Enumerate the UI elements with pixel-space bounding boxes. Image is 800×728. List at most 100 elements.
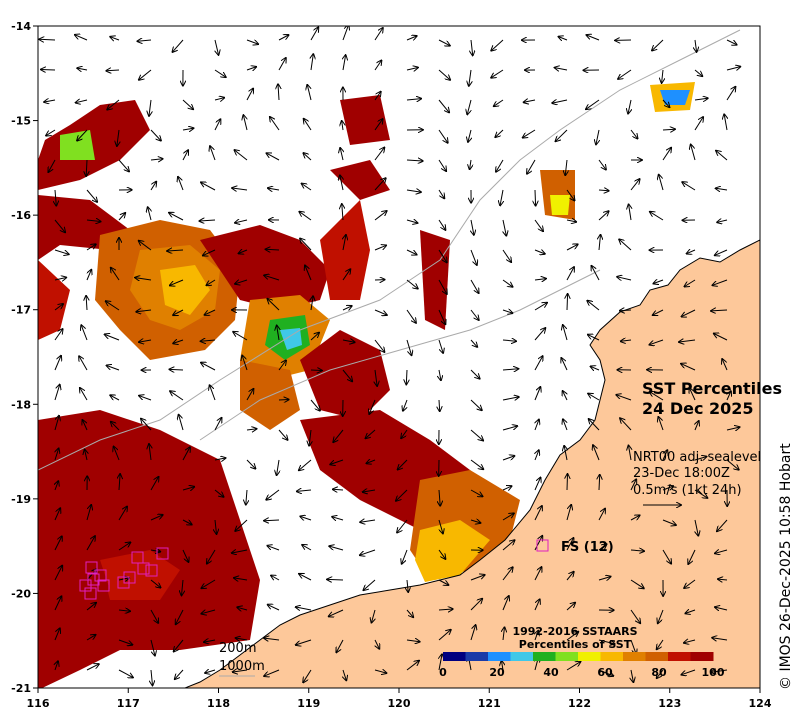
y-tick-label: -14 bbox=[11, 20, 31, 33]
current-arrow bbox=[150, 129, 161, 141]
current-arrow bbox=[534, 250, 545, 254]
current-arrow bbox=[438, 549, 445, 559]
current-arrow bbox=[679, 340, 696, 342]
current-arrow bbox=[718, 579, 728, 580]
current-arrow bbox=[688, 549, 696, 564]
current-arrow bbox=[438, 39, 450, 46]
current-arrow bbox=[182, 150, 188, 161]
current-arrow bbox=[86, 296, 87, 311]
current-arrow bbox=[54, 278, 66, 281]
current-arrow bbox=[502, 426, 517, 431]
colorbar-title-1: 1992-2016 SSTAARS bbox=[512, 625, 637, 638]
current-arrow bbox=[374, 211, 387, 221]
current-arrow bbox=[406, 160, 423, 161]
current-arrow bbox=[86, 664, 99, 671]
contour-200m bbox=[199, 269, 601, 441]
current-arrow bbox=[77, 68, 88, 70]
colorbar-segment bbox=[645, 652, 669, 661]
station-square bbox=[85, 561, 98, 574]
current-arrow bbox=[596, 129, 599, 144]
current-arrow bbox=[470, 369, 480, 379]
current-arrow bbox=[662, 69, 663, 83]
current-arrow bbox=[299, 212, 312, 221]
current-arrow bbox=[205, 670, 216, 673]
y-tick-label: -19 bbox=[11, 493, 31, 506]
current-arrow bbox=[83, 420, 88, 431]
current-arrow bbox=[439, 399, 440, 411]
current-arrow bbox=[268, 605, 280, 611]
current-arrow bbox=[340, 175, 343, 191]
current-arrow bbox=[86, 505, 91, 521]
current-arrow bbox=[299, 459, 312, 470]
current-arrow bbox=[471, 39, 473, 55]
current-arrow bbox=[118, 213, 125, 221]
current-arrow bbox=[717, 519, 728, 531]
current-arrow bbox=[54, 596, 61, 611]
current-arrow bbox=[534, 219, 543, 231]
current-arrow bbox=[662, 486, 673, 490]
current-arrow bbox=[268, 299, 280, 311]
current-arrow bbox=[563, 391, 567, 401]
current-arrow bbox=[214, 98, 224, 100]
current-arrow bbox=[657, 639, 664, 649]
land-mass bbox=[183, 239, 760, 688]
current-arrow bbox=[48, 159, 56, 172]
current-arrow bbox=[271, 576, 280, 581]
current-arrow bbox=[170, 369, 184, 370]
current-arrow bbox=[470, 520, 480, 523]
current-arrow bbox=[694, 117, 703, 131]
current-arrow bbox=[54, 356, 61, 371]
current-vectors bbox=[39, 26, 740, 685]
current-arrow bbox=[205, 309, 216, 315]
current-arrow bbox=[556, 129, 568, 141]
current-arrow bbox=[620, 418, 632, 431]
current-arrow bbox=[342, 369, 352, 381]
current-arrow bbox=[657, 669, 664, 678]
current-arrow bbox=[150, 639, 155, 656]
current-arrow bbox=[374, 92, 381, 101]
current-arrow bbox=[630, 479, 636, 491]
current-arrow bbox=[311, 54, 313, 71]
current-arrow bbox=[470, 429, 483, 441]
current-arrow bbox=[494, 99, 504, 106]
current-arrow bbox=[182, 99, 193, 109]
current-arrow bbox=[307, 85, 312, 101]
current-arrow bbox=[534, 478, 541, 491]
current-arrow bbox=[438, 159, 446, 171]
current-arrow bbox=[278, 361, 286, 371]
current-arrow bbox=[267, 546, 280, 551]
current-arrow bbox=[561, 358, 568, 371]
current-arrow bbox=[204, 640, 216, 642]
current-arrow bbox=[54, 385, 60, 401]
current-arrow bbox=[54, 219, 65, 232]
current-arrow bbox=[690, 388, 696, 401]
x-tick-label: 119 bbox=[297, 697, 320, 710]
current-arrow bbox=[527, 159, 536, 174]
current-arrow bbox=[201, 610, 216, 614]
current-arrow bbox=[327, 579, 344, 580]
current-arrow bbox=[535, 450, 539, 461]
current-arrow bbox=[278, 400, 289, 401]
current-arrow bbox=[139, 69, 152, 80]
current-arrow bbox=[169, 213, 184, 221]
current-arrow bbox=[684, 579, 696, 588]
current-arrow bbox=[110, 37, 120, 40]
current-arrow bbox=[296, 607, 312, 610]
current-arrow bbox=[406, 369, 407, 384]
current-arrow bbox=[329, 546, 344, 551]
y-tick-label: -20 bbox=[11, 587, 31, 600]
current-arrow bbox=[535, 189, 536, 206]
current-arrow bbox=[587, 301, 600, 311]
current-arrow bbox=[75, 35, 88, 41]
current-arrow bbox=[367, 460, 376, 463]
current-arrow bbox=[375, 639, 379, 649]
current-arrow bbox=[214, 458, 225, 460]
current-arrow bbox=[277, 459, 279, 475]
current-arrow bbox=[491, 39, 504, 51]
current-arrow bbox=[470, 249, 477, 265]
current-arrow bbox=[201, 363, 216, 371]
current-arrow bbox=[239, 250, 248, 253]
current-arrow bbox=[682, 669, 696, 675]
current-arrow bbox=[86, 244, 96, 251]
current-arrow bbox=[630, 609, 640, 623]
